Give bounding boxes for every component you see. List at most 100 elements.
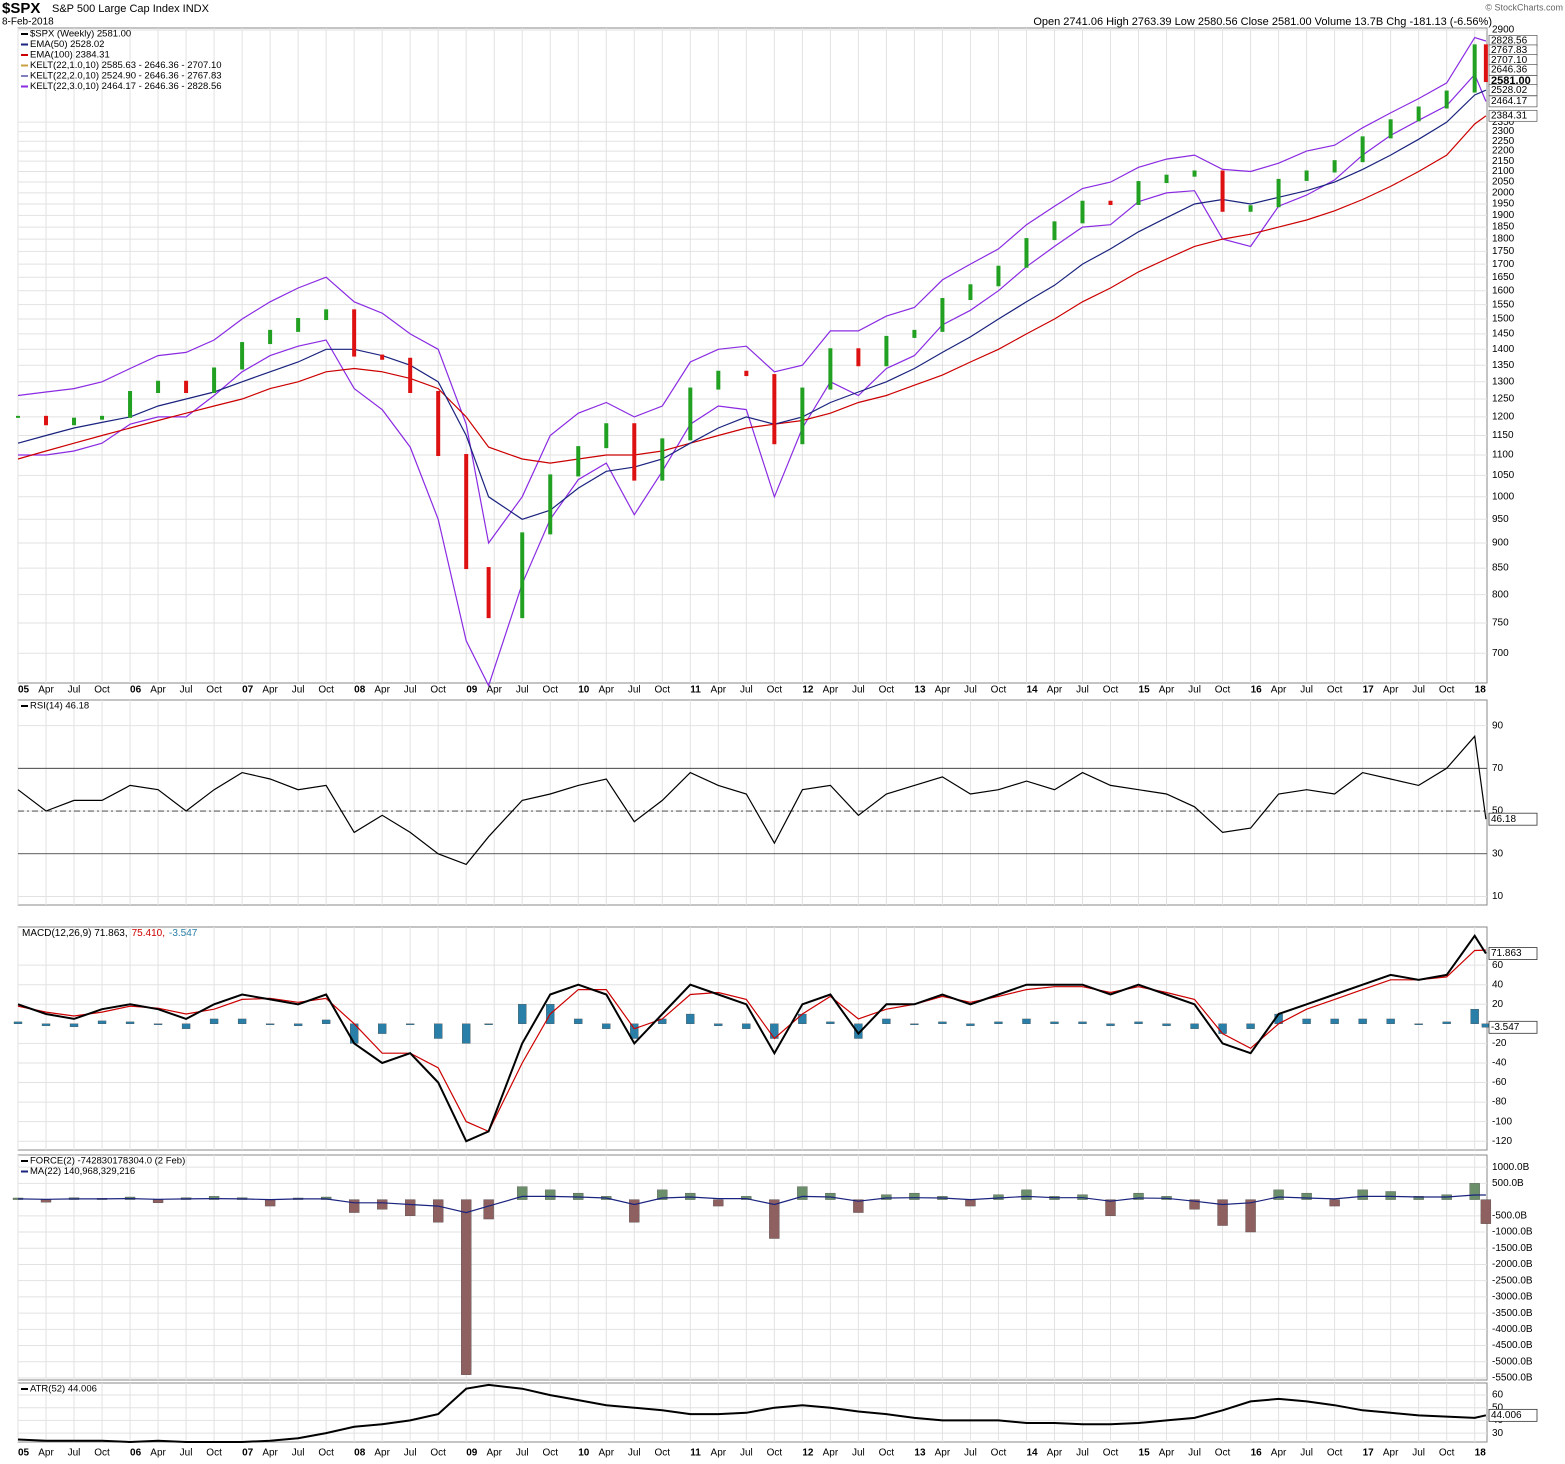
- histogram-bar: [1162, 1023, 1171, 1026]
- x-tick-label: Jul: [404, 1448, 417, 1459]
- histogram-bar: [321, 1019, 331, 1024]
- x-tick-label: Jul: [1412, 685, 1425, 696]
- price-bar: [1052, 221, 1057, 241]
- x-tick-label: 14: [1026, 1448, 1038, 1459]
- force-bar: [377, 1199, 388, 1210]
- histogram-bar: [1358, 1018, 1367, 1024]
- histogram-bar: [630, 1023, 639, 1039]
- x-tick-label: Oct: [655, 685, 671, 696]
- histogram-bar: [293, 1023, 303, 1026]
- histogram-bar: [910, 1023, 919, 1025]
- price-bar: [1164, 174, 1169, 184]
- y-tick-label: 2050: [1492, 177, 1515, 188]
- force-bar: [405, 1199, 416, 1216]
- y-tick-label: 1100: [1492, 450, 1514, 461]
- x-tick-label: Oct: [94, 685, 110, 696]
- force-bar: [1273, 1189, 1284, 1200]
- histogram-bar: [1218, 1023, 1227, 1034]
- value-box: [1488, 947, 1538, 960]
- force-bar: [853, 1199, 864, 1213]
- y-tick-label: -2500.0B: [1492, 1275, 1533, 1286]
- price-bar: [1024, 238, 1029, 268]
- force-bar: [657, 1189, 668, 1200]
- histogram-bar: [1386, 1018, 1395, 1024]
- price-bar: [1108, 200, 1113, 205]
- force-bar: [685, 1192, 696, 1200]
- x-tick-label: Jul: [292, 1448, 305, 1459]
- y-tick-label: -80: [1492, 1097, 1507, 1108]
- y-tick-label: -4500.0B: [1492, 1340, 1533, 1351]
- panel: [17, 926, 1488, 1151]
- histogram-bar: [69, 1023, 79, 1027]
- x-tick-label: Oct: [94, 1448, 110, 1459]
- x-tick-label: Oct: [879, 685, 895, 696]
- x-tick-label: Jul: [740, 1448, 753, 1459]
- x-tick-label: 18: [1475, 685, 1487, 696]
- line: [17, 934, 1487, 1143]
- x-tick-label: 06: [130, 685, 142, 696]
- x-tick-label: 05: [18, 1448, 30, 1459]
- y-tick-label: 750: [1492, 618, 1509, 629]
- y-tick-label: 50: [1492, 806, 1504, 817]
- x-tick-label: 09: [466, 685, 478, 696]
- y-tick-label: 90: [1492, 720, 1504, 731]
- force-bar: [1301, 1192, 1312, 1200]
- x-tick-label: Oct: [655, 1448, 671, 1459]
- legend-entry: EMA(50) 2528.02: [30, 39, 104, 50]
- x-tick-label: Apr: [262, 685, 278, 696]
- histogram-bar: [1190, 1023, 1199, 1029]
- price-bar: [632, 423, 637, 481]
- force-bar: [152, 1199, 164, 1203]
- value-box-label: -3.547: [1491, 1022, 1520, 1033]
- y-tick-label: 850: [1492, 563, 1509, 574]
- value-box-label: 2384.31: [1491, 110, 1528, 121]
- y-tick-label: -3000.0B: [1492, 1292, 1533, 1303]
- x-tick-label: Oct: [1439, 1448, 1455, 1459]
- price-bar: [940, 298, 945, 332]
- force-bar: [1189, 1199, 1200, 1210]
- value-box-label: 2464.17: [1491, 96, 1528, 107]
- x-tick-label: Jul: [1300, 685, 1313, 696]
- x-tick-label: Oct: [1327, 685, 1343, 696]
- legend-entry: EMA(100) 2384.31: [30, 50, 110, 61]
- y-tick-label: -5500.0B: [1492, 1373, 1533, 1384]
- panel: [17, 1154, 1488, 1381]
- y-tick-label: 1850: [1492, 222, 1515, 233]
- force-bar: [769, 1199, 780, 1239]
- force-bar: [1133, 1192, 1144, 1200]
- y-tick-label: 1550: [1492, 299, 1515, 310]
- price-bar: [128, 391, 133, 418]
- y-tick-label: 10: [1492, 891, 1504, 902]
- price-bar: [688, 387, 693, 441]
- force-bar: [909, 1192, 920, 1200]
- x-tick-label: Apr: [150, 685, 166, 696]
- x-tick-label: Jul: [1188, 685, 1201, 696]
- x-tick-label: Apr: [935, 685, 951, 696]
- x-tick-label: 18: [1475, 1448, 1487, 1459]
- price-bar: [268, 329, 273, 345]
- histogram-bar: [181, 1023, 191, 1029]
- x-tick-label: Oct: [1327, 1448, 1343, 1459]
- legend-entry: MA(22) 140,968,329,216: [30, 1166, 135, 1177]
- x-tick-label: Oct: [767, 1448, 783, 1459]
- force-bar: [1105, 1199, 1116, 1216]
- price-bar: [1136, 181, 1141, 205]
- y-tick-label: 2000: [1492, 188, 1515, 199]
- histogram-bar: [1106, 1023, 1115, 1026]
- force-bar: [1021, 1189, 1032, 1200]
- price-bar: [212, 367, 217, 394]
- x-tick-label: Apr: [374, 1448, 390, 1459]
- x-tick-label: Apr: [823, 1448, 839, 1459]
- x-tick-label: 15: [1139, 685, 1151, 696]
- y-tick-label: 60: [1492, 960, 1504, 971]
- y-tick-label: 800: [1492, 589, 1509, 600]
- price-bar: [548, 474, 553, 535]
- force-bar: [40, 1199, 52, 1203]
- force-bar: [208, 1196, 220, 1200]
- y-tick-label: 1650: [1492, 272, 1515, 283]
- legend-entry: $SPX (Weekly) 2581.00: [30, 29, 131, 40]
- x-tick-label: Oct: [767, 685, 783, 696]
- x-tick-label: 16: [1251, 685, 1263, 696]
- x-tick-label: Oct: [206, 1448, 222, 1459]
- histogram-bar: [1442, 1021, 1451, 1024]
